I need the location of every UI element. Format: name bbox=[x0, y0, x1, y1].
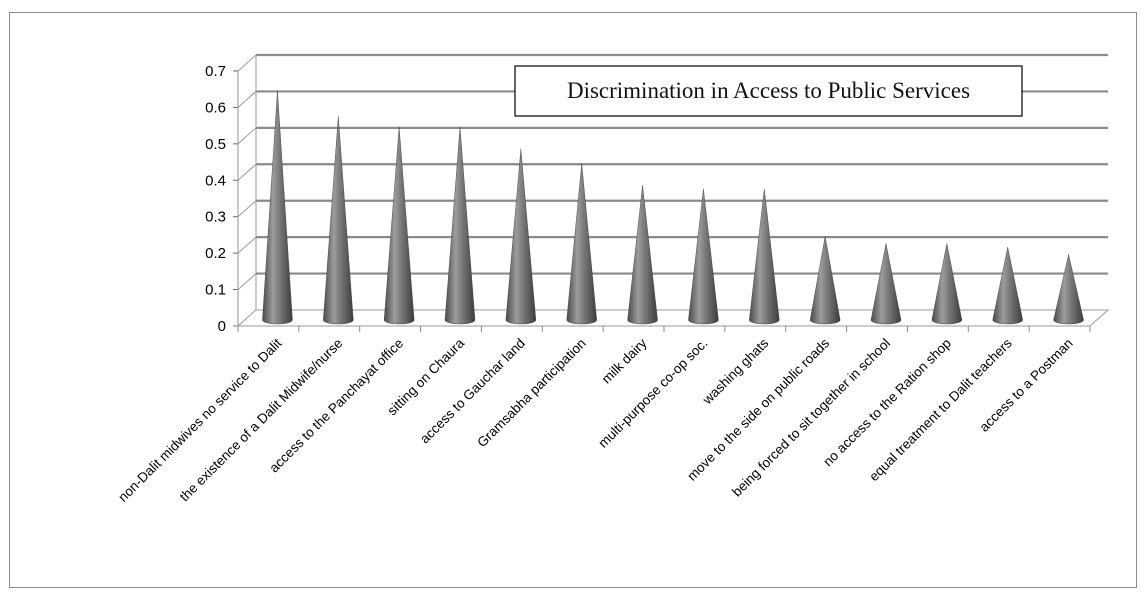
cone-bar bbox=[688, 188, 719, 325]
cone-body bbox=[627, 185, 658, 325]
y-tick-label: 0.1 bbox=[205, 282, 226, 299]
cone-body bbox=[323, 115, 354, 325]
cone-bar bbox=[323, 115, 354, 325]
chart-title: Discrimination in Access to Public Servi… bbox=[567, 78, 970, 103]
cone-body bbox=[262, 90, 293, 325]
category-label: multi-purpose co-op soc. bbox=[595, 336, 710, 451]
cone-body bbox=[444, 126, 476, 325]
floor bbox=[236, 309, 1110, 327]
y-tick-label: 0 bbox=[218, 318, 226, 335]
cone-bar bbox=[383, 126, 415, 325]
gridline-side bbox=[237, 163, 257, 181]
cone-bar bbox=[1053, 254, 1084, 325]
cones bbox=[262, 90, 1084, 325]
cone-bar bbox=[566, 163, 597, 325]
cone-bar bbox=[627, 185, 658, 325]
y-tick-label: 0.3 bbox=[205, 209, 226, 226]
category-label: no access to the Ration shop bbox=[820, 336, 954, 470]
cone-bar bbox=[870, 243, 902, 325]
cone-bar bbox=[992, 247, 1023, 325]
y-tick-label: 0.5 bbox=[205, 136, 226, 153]
cone-body bbox=[870, 243, 902, 325]
cone-bar bbox=[749, 188, 780, 325]
y-tick-label: 0.6 bbox=[205, 99, 226, 116]
cone-body bbox=[566, 163, 597, 325]
cone-body bbox=[749, 188, 780, 325]
cone-bar bbox=[809, 236, 841, 325]
cone-body bbox=[505, 148, 537, 325]
y-tick-label: 0.2 bbox=[205, 245, 226, 262]
category-label: milk dairy bbox=[599, 335, 650, 386]
cone-bar bbox=[262, 90, 293, 325]
cone-body bbox=[992, 247, 1023, 325]
gridline-side bbox=[237, 236, 257, 254]
chart-title-box: Discrimination in Access to Public Servi… bbox=[514, 65, 1023, 117]
y-tick-label: 0.4 bbox=[205, 172, 226, 189]
gridline-side bbox=[237, 127, 257, 145]
gridline-side bbox=[237, 200, 257, 218]
cone-bar bbox=[444, 126, 476, 325]
category-label: access to Gauchar land bbox=[417, 336, 528, 447]
cone-body bbox=[931, 243, 963, 325]
gridline-side bbox=[237, 273, 257, 290]
cone-body bbox=[809, 236, 841, 325]
category-label: Gramsabha participation bbox=[474, 336, 589, 451]
y-tick-label: 0.7 bbox=[205, 63, 226, 80]
cone-body bbox=[688, 188, 719, 325]
cone-bar bbox=[505, 148, 537, 325]
cone-body bbox=[383, 126, 415, 325]
cone-bar bbox=[931, 243, 963, 325]
gridline-side bbox=[237, 54, 257, 72]
cone-body bbox=[1053, 254, 1084, 325]
gridline-side bbox=[237, 91, 257, 108]
